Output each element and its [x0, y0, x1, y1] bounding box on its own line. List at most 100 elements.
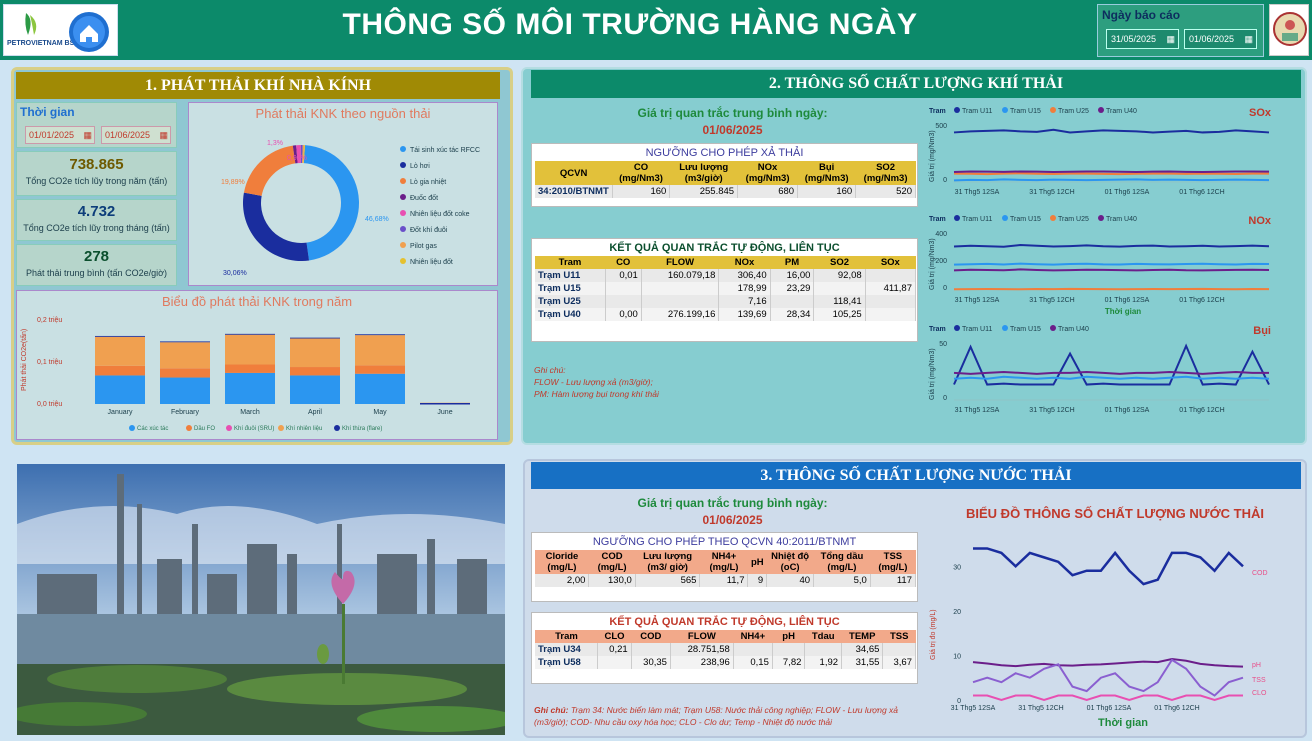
bar-chart[interactable]: 0,2 triệu 0,1 triệu 0,0 triệu Phát thải CO2…	[17, 311, 499, 439]
legend-marker	[186, 425, 192, 431]
column-header[interactable]: pH	[747, 550, 767, 574]
table-header-row: Tram CLO COD FLOW NH4+ pH Tdau TEMP TSS	[535, 630, 916, 643]
donut-slice	[300, 145, 303, 164]
column-header[interactable]: SO2 (mg/Nm3)	[855, 161, 916, 185]
column-header[interactable]: TSS	[882, 630, 916, 643]
x-tick-label: 01 Thg6 12SA	[1087, 705, 1132, 712]
column-header[interactable]: Nhiệt độ (oC)	[766, 550, 814, 574]
calendar-icon[interactable]: ▦	[1166, 34, 1175, 44]
ghg-date-to-input[interactable]: 01/06/2025 ▦	[101, 126, 171, 144]
series-line	[973, 694, 1243, 702]
bar-segment	[290, 338, 340, 368]
column-header[interactable]: FLOW	[670, 630, 734, 643]
legend-marker	[1002, 325, 1008, 331]
kpi-label: Tổng CO2e tích lũy trong tháng (tấn)	[23, 223, 170, 233]
series-label: pH	[1252, 662, 1261, 669]
column-header[interactable]: Cloride (mg/L)	[535, 550, 589, 574]
x-tick-label: 31 Thg5 12CH	[1029, 297, 1074, 304]
x-tick-label: February	[171, 409, 200, 416]
gas-line-charts[interactable]: Tram Tram U11 Tram U15 Tram U25 Tram U40 SOx 5…	[925, 102, 1303, 442]
legend-label: Tram U40	[1106, 108, 1137, 115]
column-header[interactable]: TEMP	[841, 630, 883, 643]
table-row[interactable]: 34:2010/BTNMT 160 255.845 680 160 520	[535, 185, 916, 198]
kpi-value: 4.732	[77, 203, 116, 220]
column-header[interactable]: COD (mg/L)	[588, 550, 636, 574]
table-row[interactable]: Trạm U40 0,00 276.199,16 139,69 28,34 105,25	[535, 308, 917, 321]
column-header[interactable]: NH4+ (mg/L)	[699, 550, 748, 574]
column-header[interactable]: Lưu lượng (m3/giờ)	[669, 161, 738, 185]
series-line	[953, 262, 1270, 266]
report-date-from-input[interactable]: 31/05/2025 ▦	[1106, 29, 1179, 49]
column-header[interactable]: SOx	[865, 256, 916, 269]
series-line	[953, 370, 1269, 375]
table-cell	[770, 295, 815, 308]
note-line: PM: Hàm lượng bụi trong khí thải	[534, 389, 659, 399]
column-header[interactable]: NOx (mg/Nm3)	[737, 161, 798, 185]
ghg-date-from-input[interactable]: 01/01/2025 ▦	[25, 126, 95, 144]
column-header[interactable]: Bụi (mg/Nm3)	[797, 161, 856, 185]
y-axis-label: Giá trị (mg/Nm3)	[929, 238, 936, 290]
table-header-row: Tram CO FLOW NOx PM SO2 SOx	[535, 256, 916, 269]
column-header[interactable]: Tdau	[804, 630, 842, 643]
table-row[interactable]: Trạm U11 0,01 160.079,18 306,40 16,00 92,08	[535, 269, 917, 282]
column-header[interactable]: NH4+	[733, 630, 773, 643]
bar-segment	[290, 367, 340, 376]
table-cell: 160.079,18	[641, 269, 720, 282]
column-header[interactable]: COD	[631, 630, 671, 643]
table-row[interactable]: Trạm U25 7,16 118,41	[535, 295, 917, 308]
column-header[interactable]: FLOW	[641, 256, 719, 269]
x-tick-label: 31 Thg5 12SA	[955, 297, 1000, 304]
legend-label: Nhiên liệu đốt	[410, 257, 453, 266]
table-row[interactable]: Trạm U58 30,35 238,96 0,15 7,82 1,92 31,55 3,67	[535, 656, 916, 669]
donut-slice	[303, 145, 306, 164]
series-line	[953, 244, 1270, 248]
donut-chart[interactable]: 46,68% 30,06% 19,89% 1,3% 0,92% Tái sinh xúc …	[189, 125, 499, 285]
legend-label: Tram U11	[962, 108, 992, 115]
calendar-icon[interactable]: ▦	[159, 130, 168, 140]
table-cell	[733, 643, 773, 656]
water-line-chart[interactable]: 30 20 10 0 Giá trị đo (mg/L) COD pH TSS CLO 31 Th…	[925, 530, 1303, 734]
column-header[interactable]: CO (mg/Nm3)	[612, 161, 670, 185]
column-header[interactable]: Tổng dầu (mg/L)	[813, 550, 871, 574]
column-header[interactable]: PM	[770, 256, 814, 269]
donut-label: 0,92%	[287, 155, 307, 162]
legend-label: Tram U40	[1058, 326, 1089, 333]
y-axis-label: Giá trị (mg/Nm3)	[929, 348, 936, 400]
column-header[interactable]: CLO	[597, 630, 632, 643]
table-cell: 160	[797, 185, 857, 198]
table-cell: 92,08	[813, 269, 866, 282]
series-line	[953, 128, 1270, 134]
water-auto-table: Tram CLO COD FLOW NH4+ pH Tdau TEMP TSS Trạm U34 0…	[535, 630, 916, 669]
legend-marker	[1002, 215, 1008, 221]
y-axis-label: Phát thải CO2e(tấn)	[19, 329, 28, 391]
table-cell: 0,21	[597, 643, 632, 656]
column-header[interactable]: Lưu lượng (m3/ giờ)	[635, 550, 700, 574]
column-header[interactable]: TSS (mg/L)	[870, 550, 916, 574]
table-row[interactable]: Trạm U15 178,99 23,29 411,87	[535, 282, 917, 295]
column-header[interactable]: CO	[605, 256, 642, 269]
calendar-icon[interactable]: ▦	[83, 130, 92, 140]
page-title: THÔNG SỐ MÔI TRƯỜNG HÀNG NGÀY	[342, 8, 918, 41]
table-cell: Trạm U58	[535, 656, 599, 669]
kpi-month-total: 4.732 Tổng CO2e tích lũy trong tháng (tấ…	[16, 199, 177, 241]
legend-title: Tram	[929, 108, 946, 115]
water-limit-table: Cloride (mg/L) COD (mg/L) Lưu lượng (m3/ g…	[535, 550, 917, 587]
y-tick-label: 10	[953, 653, 961, 660]
table-cell: 0,00	[605, 308, 642, 321]
x-tick-label: January	[108, 409, 133, 416]
brand-logo[interactable]: PETROVIETNAM BSR	[3, 4, 118, 56]
y-tick-label: 0,0 triệu	[37, 401, 62, 408]
table-cell	[641, 295, 720, 308]
table-row[interactable]: Trạm U34 0,21 28.751,58 34,65	[535, 643, 916, 656]
calendar-icon[interactable]: ▦	[1244, 34, 1253, 44]
column-header[interactable]: QCVN	[535, 161, 613, 185]
column-header[interactable]: SO2	[813, 256, 866, 269]
water-auto-caption: KẾT QUẢ QUAN TRẮC TỰ ĐỘNG, LIÊN TỤC	[609, 616, 840, 628]
column-header[interactable]: NOx	[718, 256, 771, 269]
column-header[interactable]: Tram	[535, 630, 598, 643]
series-line	[953, 343, 1270, 386]
column-header[interactable]: pH	[772, 630, 805, 643]
table-row[interactable]: 2,00 130,0 565 11,7 9 40 5,0 117	[535, 574, 917, 587]
column-header[interactable]: Tram	[535, 256, 606, 269]
report-date-to-input[interactable]: 01/06/2025 ▦	[1184, 29, 1257, 49]
